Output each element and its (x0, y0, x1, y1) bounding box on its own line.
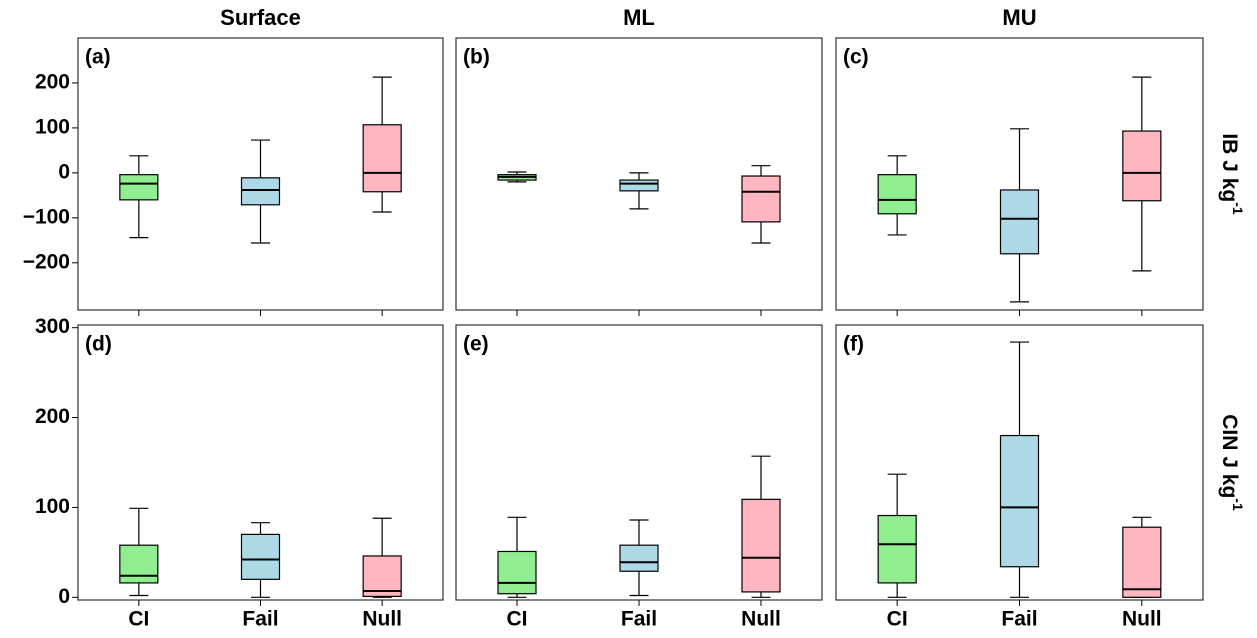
y-axis-label: CIN J kg-1 (1218, 414, 1246, 511)
y-tick-label: 0 (58, 585, 70, 608)
x-tick-label: Fail (1001, 608, 1037, 631)
y-axis-label-text: IB J kg (1218, 133, 1241, 202)
box (619, 544, 659, 572)
y-axis-label-superscript: -1 (1230, 498, 1246, 511)
y-tick-label: 0 (58, 160, 70, 183)
box (1122, 526, 1162, 598)
panel-label: (d) (85, 333, 112, 356)
panel-label: (b) (463, 46, 490, 69)
panel-title: Surface (220, 5, 301, 30)
x-tick-label: Fail (242, 608, 278, 631)
panel-label: (e) (463, 333, 489, 356)
box (619, 179, 659, 192)
x-tick-label: CI (507, 608, 528, 631)
y-tick-label: 100 (35, 115, 70, 138)
x-tick-label: CI (887, 608, 908, 631)
y-tick-label: 200 (35, 405, 70, 428)
y-axis-label: IB J kg-1 (1218, 133, 1246, 215)
box (1122, 130, 1162, 202)
box (497, 550, 537, 595)
box (877, 514, 917, 584)
panel-title: ML (623, 5, 655, 30)
x-tick-label: Null (1122, 608, 1162, 631)
box (999, 189, 1040, 255)
y-axis-label-superscript: -1 (1230, 202, 1246, 215)
box (741, 498, 781, 593)
x-tick-label: Null (741, 608, 781, 631)
box (240, 533, 281, 580)
panel-label: (a) (85, 46, 111, 69)
y-axis-label-text: CIN J kg (1218, 414, 1241, 498)
box (119, 174, 159, 201)
box (362, 555, 402, 598)
box (741, 175, 781, 223)
x-tick-label: Fail (621, 608, 657, 631)
box (119, 544, 159, 584)
y-tick-label: −100 (23, 205, 70, 228)
x-tick-label: Null (362, 608, 402, 631)
box (362, 124, 402, 193)
box (999, 434, 1040, 568)
panel-label: (f) (843, 333, 864, 356)
panel-label: (c) (843, 46, 869, 69)
y-tick-label: 300 (35, 315, 70, 338)
x-tick-label: CI (128, 608, 149, 631)
box (240, 177, 281, 206)
y-tick-label: 200 (35, 71, 70, 94)
y-tick-label: 100 (35, 495, 70, 518)
y-tick-label: −200 (23, 250, 70, 273)
box (877, 174, 917, 215)
panel-title: MU (1002, 5, 1036, 30)
